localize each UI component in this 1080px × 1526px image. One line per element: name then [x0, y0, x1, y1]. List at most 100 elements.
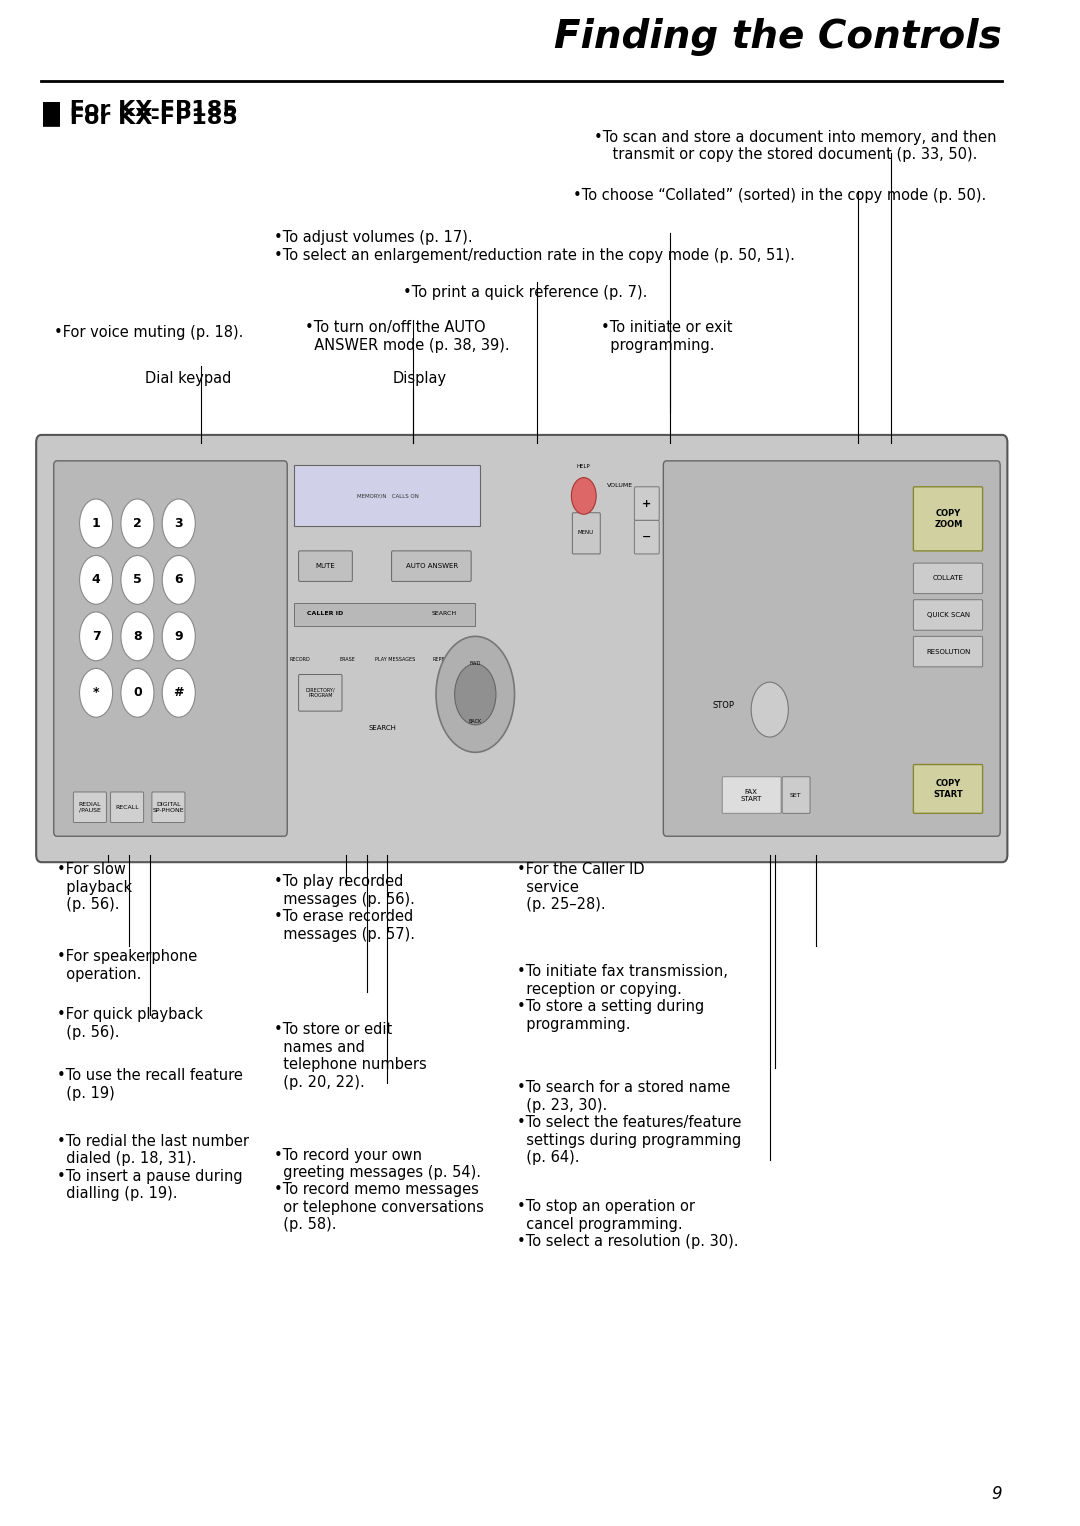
- Text: STOP: STOP: [712, 700, 734, 710]
- Text: RECALL: RECALL: [116, 804, 139, 810]
- Text: •To use the recall feature
  (p. 19): •To use the recall feature (p. 19): [57, 1068, 243, 1100]
- Text: VOLUME: VOLUME: [607, 482, 633, 488]
- Text: •To turn on/off the AUTO
  ANSWER mode (p. 38, 39).: •To turn on/off the AUTO ANSWER mode (p.…: [305, 320, 510, 353]
- Text: 9: 9: [991, 1485, 1002, 1503]
- Text: 1: 1: [92, 517, 100, 530]
- Text: •For voice muting (p. 18).: •For voice muting (p. 18).: [54, 325, 243, 340]
- Circle shape: [80, 555, 112, 604]
- Text: 9: 9: [175, 630, 184, 642]
- Text: •To initiate fax transmission,
  reception or copying.
•To store a setting durin: •To initiate fax transmission, reception…: [516, 964, 728, 1032]
- Text: Dial keypad: Dial keypad: [145, 371, 231, 386]
- FancyBboxPatch shape: [152, 792, 185, 823]
- Text: SEARCH: SEARCH: [432, 610, 457, 617]
- Text: REDIAL
/PAUSE: REDIAL /PAUSE: [79, 801, 102, 813]
- Text: COLLATE: COLLATE: [933, 575, 964, 581]
- FancyBboxPatch shape: [914, 563, 983, 594]
- Text: FWD: FWD: [470, 661, 481, 667]
- Circle shape: [162, 555, 195, 604]
- Circle shape: [162, 499, 195, 548]
- Text: RESOLUTION: RESOLUTION: [927, 649, 971, 655]
- Circle shape: [752, 682, 788, 737]
- Text: QUICK SCAN: QUICK SCAN: [927, 612, 970, 618]
- Text: *: *: [93, 687, 99, 699]
- Text: •To choose “Collated” (sorted) in the copy mode (p. 50).: •To choose “Collated” (sorted) in the co…: [573, 188, 987, 203]
- Text: •To scan and store a document into memory, and then
    transmit or copy the sto: •To scan and store a document into memor…: [594, 130, 997, 162]
- Text: •To store or edit
  names and
  telephone numbers
  (p. 20, 22).: •To store or edit names and telephone nu…: [274, 1022, 427, 1090]
- Text: REPEAT: REPEAT: [433, 656, 451, 662]
- Text: 4: 4: [92, 574, 100, 586]
- FancyBboxPatch shape: [634, 520, 659, 554]
- Text: COPY
START: COPY START: [933, 780, 963, 798]
- FancyBboxPatch shape: [298, 551, 352, 581]
- Circle shape: [162, 612, 195, 661]
- Circle shape: [571, 478, 596, 514]
- Circle shape: [162, 668, 195, 717]
- Text: CALLER ID: CALLER ID: [308, 610, 343, 617]
- Text: AUTO ANSWER: AUTO ANSWER: [406, 563, 458, 569]
- FancyBboxPatch shape: [782, 777, 810, 813]
- Text: 7: 7: [92, 630, 100, 642]
- Text: MIC: MIC: [465, 656, 475, 662]
- Text: HELP: HELP: [577, 464, 591, 470]
- Text: MENU: MENU: [578, 530, 594, 536]
- Text: •To play recorded
  messages (p. 56).
•To erase recorded
  messages (p. 57).: •To play recorded messages (p. 56). •To …: [274, 874, 415, 942]
- Bar: [295, 465, 481, 526]
- FancyBboxPatch shape: [634, 487, 659, 520]
- FancyBboxPatch shape: [914, 600, 983, 630]
- Text: •To record your own
  greeting messages (p. 54).
•To record memo messages
  or t: •To record your own greeting messages (p…: [274, 1148, 484, 1231]
- Text: 8: 8: [133, 630, 141, 642]
- Text: •For quick playback
  (p. 56).: •For quick playback (p. 56).: [57, 1007, 203, 1039]
- Text: COPY
ZOOM: COPY ZOOM: [934, 510, 962, 528]
- Text: #: #: [174, 687, 184, 699]
- Text: •To adjust volumes (p. 17).
•To select an enlargement/reduction rate in the copy: •To adjust volumes (p. 17). •To select a…: [274, 230, 795, 262]
- Text: DIRECTORY/
PROGRAM: DIRECTORY/ PROGRAM: [306, 687, 335, 699]
- FancyBboxPatch shape: [723, 777, 781, 813]
- Text: 2: 2: [133, 517, 141, 530]
- Circle shape: [436, 636, 514, 752]
- Text: •To search for a stored name
  (p. 23, 30).
•To select the features/feature
  se: •To search for a stored name (p. 23, 30)…: [516, 1080, 741, 1164]
- FancyBboxPatch shape: [54, 461, 287, 836]
- Circle shape: [80, 612, 112, 661]
- Text: MEMORY/N   CALLS ON: MEMORY/N CALLS ON: [356, 493, 418, 499]
- Text: •To stop an operation or
  cancel programming.
•To select a resolution (p. 30).: •To stop an operation or cancel programm…: [516, 1199, 738, 1250]
- Circle shape: [80, 499, 112, 548]
- Text: FAX
START: FAX START: [741, 789, 761, 801]
- Text: −: −: [643, 533, 651, 542]
- Bar: [295, 603, 475, 626]
- Text: •For the Caller ID
  service
  (p. 25–28).: •For the Caller ID service (p. 25–28).: [516, 862, 645, 913]
- Text: •To redial the last number
  dialed (p. 18, 31).
•To insert a pause during
  dia: •To redial the last number dialed (p. 18…: [57, 1134, 248, 1201]
- Text: +: +: [643, 499, 651, 508]
- Circle shape: [455, 664, 496, 725]
- Text: •To initiate or exit
  programming.: •To initiate or exit programming.: [602, 320, 733, 353]
- Text: RECORD: RECORD: [289, 656, 310, 662]
- FancyBboxPatch shape: [663, 461, 1000, 836]
- Text: 3: 3: [175, 517, 184, 530]
- Circle shape: [121, 612, 154, 661]
- Circle shape: [80, 668, 112, 717]
- Text: DIGITAL
SP-PHONE: DIGITAL SP-PHONE: [152, 801, 185, 813]
- FancyBboxPatch shape: [36, 435, 1008, 862]
- FancyBboxPatch shape: [572, 513, 600, 554]
- Text: •For speakerphone
  operation.: •For speakerphone operation.: [57, 949, 197, 981]
- Text: 5: 5: [133, 574, 141, 586]
- Text: SEARCH: SEARCH: [368, 725, 396, 731]
- Text: •For slow
  playback
  (p. 56).: •For slow playback (p. 56).: [57, 862, 132, 913]
- Text: SET: SET: [789, 792, 801, 798]
- Circle shape: [121, 499, 154, 548]
- Circle shape: [121, 555, 154, 604]
- Text: 6: 6: [175, 574, 184, 586]
- FancyBboxPatch shape: [914, 636, 983, 667]
- FancyBboxPatch shape: [110, 792, 144, 823]
- Text: ■ For KX-FP185: ■ For KX-FP185: [41, 99, 238, 119]
- Text: •To print a quick reference (p. 7).: •To print a quick reference (p. 7).: [403, 285, 647, 301]
- Text: Display: Display: [393, 371, 447, 386]
- Circle shape: [121, 668, 154, 717]
- FancyBboxPatch shape: [914, 765, 983, 813]
- Text: MUTE: MUTE: [315, 563, 336, 569]
- Text: Finding the Controls: Finding the Controls: [554, 18, 1002, 56]
- FancyBboxPatch shape: [914, 487, 983, 551]
- FancyBboxPatch shape: [73, 792, 107, 823]
- FancyBboxPatch shape: [392, 551, 471, 581]
- FancyBboxPatch shape: [298, 674, 342, 711]
- Text: 0: 0: [133, 687, 141, 699]
